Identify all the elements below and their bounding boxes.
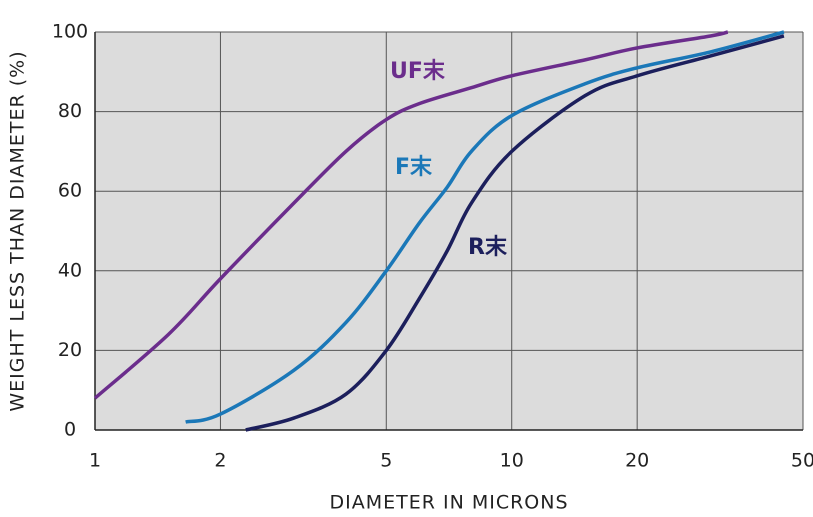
y-tick-label: 40 [58,259,82,281]
line-series [245,34,785,432]
x-axis-title: DIAMETER IN MICRONS [329,492,568,514]
x-tick-label: 2 [214,450,226,472]
y-tick-label: 100 [52,21,88,43]
y-tick-label: 60 [58,180,82,202]
x-tick-label: 1 [89,450,101,472]
series-label: UF末 [390,59,446,84]
line-series [185,30,785,424]
x-tick-label: 10 [500,450,524,472]
plot-area [95,32,803,430]
y-tick-label: 80 [58,100,82,122]
y-tick-label: 0 [64,419,76,441]
y-axis-title: WEIGHT LESS THAN DIAMETER (%) [7,50,29,411]
series-label: F末 [395,155,433,180]
line-series [93,30,729,400]
x-tick-label: 5 [380,450,392,472]
series-label: R末 [468,235,508,260]
y-tick-label: 20 [58,339,82,361]
x-tick-label: 20 [625,450,649,472]
x-tick-label: 50 [791,450,813,472]
